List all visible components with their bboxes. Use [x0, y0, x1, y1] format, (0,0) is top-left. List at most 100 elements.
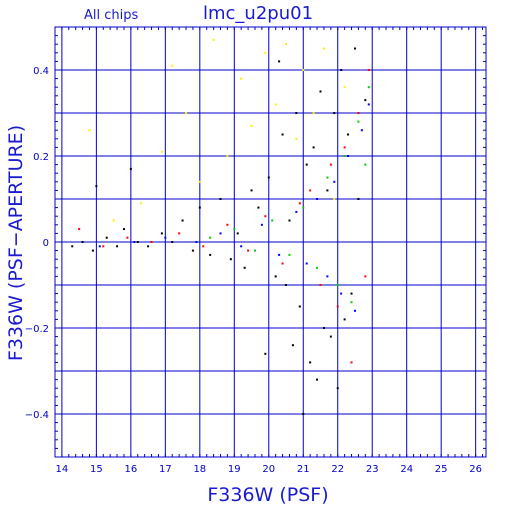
data-point	[229, 258, 232, 261]
data-points	[71, 38, 370, 415]
chart-subtitle: All chips	[84, 8, 138, 23]
data-point	[78, 228, 81, 231]
data-point	[219, 232, 222, 235]
data-point	[226, 155, 229, 157]
data-point	[312, 112, 315, 114]
y-tick-label: 0.2	[33, 152, 49, 163]
data-point	[164, 236, 167, 239]
data-point	[326, 275, 329, 278]
data-point	[336, 387, 339, 390]
data-point	[281, 133, 284, 136]
y-tick-label: 0.4	[33, 66, 49, 77]
data-point	[319, 90, 322, 93]
data-point	[340, 69, 343, 71]
x-tick-label: 26	[469, 464, 482, 475]
data-point	[274, 275, 277, 278]
x-tick-label: 15	[90, 464, 103, 475]
data-point	[209, 236, 212, 239]
data-point	[112, 219, 115, 222]
data-point	[98, 245, 101, 248]
data-point	[257, 206, 260, 209]
data-point	[160, 150, 163, 153]
data-point	[233, 228, 236, 231]
data-point	[171, 64, 174, 67]
data-point	[305, 163, 308, 166]
data-point	[357, 112, 360, 114]
y-tick-label: −0.4	[25, 410, 49, 421]
data-point	[181, 219, 184, 222]
x-axis-ticks: 14 15 16 17 18 19 20 21 22 23 24 25 26	[54, 27, 484, 475]
chart-title: lmc_u2pu01	[203, 3, 313, 24]
data-point	[253, 249, 256, 252]
data-point	[364, 163, 367, 166]
data-point	[343, 146, 346, 149]
data-point	[278, 253, 281, 256]
x-tick-label: 20	[262, 464, 275, 475]
data-point	[322, 327, 325, 329]
data-point	[360, 129, 363, 132]
data-point	[316, 266, 319, 269]
data-point	[226, 223, 229, 226]
data-point	[264, 215, 267, 218]
data-point	[160, 232, 163, 235]
data-point	[302, 69, 305, 71]
data-point	[367, 103, 370, 106]
data-point	[336, 305, 339, 308]
data-point	[129, 167, 132, 170]
data-point	[243, 266, 246, 269]
data-point	[298, 202, 301, 205]
data-point	[336, 284, 339, 286]
data-point	[347, 133, 350, 136]
data-point	[350, 361, 353, 364]
data-point	[309, 189, 312, 192]
data-point	[364, 275, 367, 278]
data-point	[271, 219, 274, 222]
y-tick-label: 0	[43, 238, 49, 249]
data-point	[209, 253, 212, 256]
data-point	[353, 309, 356, 312]
data-point	[133, 241, 136, 243]
data-point	[250, 189, 253, 192]
data-point	[357, 120, 360, 123]
data-point	[95, 185, 98, 188]
data-point	[364, 99, 367, 102]
data-point	[333, 112, 336, 114]
data-point	[329, 163, 332, 166]
x-tick-label: 17	[159, 464, 172, 475]
y-axis-ticks: −0.4 −0.2 0 0.2 0.4	[25, 26, 486, 458]
data-point	[350, 301, 353, 304]
data-point	[322, 47, 325, 50]
x-tick-label: 22	[331, 464, 344, 475]
y-axis-title: F336W (PSF−APERTURE)	[5, 125, 27, 361]
data-point	[340, 292, 343, 295]
data-point	[102, 245, 105, 248]
data-point	[105, 236, 108, 239]
data-point	[240, 77, 243, 80]
data-point	[136, 241, 139, 243]
data-point	[347, 155, 350, 157]
data-point	[333, 198, 336, 200]
data-point	[298, 305, 301, 308]
data-point	[343, 155, 346, 157]
data-point	[126, 236, 129, 239]
data-point	[302, 206, 305, 209]
data-point	[264, 352, 267, 355]
data-point	[295, 210, 298, 213]
data-point	[140, 202, 143, 205]
data-point	[295, 137, 298, 140]
data-point	[309, 361, 312, 364]
data-point	[195, 241, 198, 243]
data-point	[295, 112, 298, 114]
data-point	[267, 176, 270, 179]
data-point	[350, 292, 353, 295]
x-tick-label: 23	[366, 464, 379, 475]
data-point	[278, 60, 281, 63]
data-point	[91, 249, 94, 252]
data-point	[178, 232, 181, 235]
x-tick-label: 16	[124, 464, 137, 475]
data-point	[319, 284, 322, 286]
grid	[55, 27, 486, 457]
x-tick-label: 25	[435, 464, 448, 475]
data-point	[316, 198, 319, 200]
